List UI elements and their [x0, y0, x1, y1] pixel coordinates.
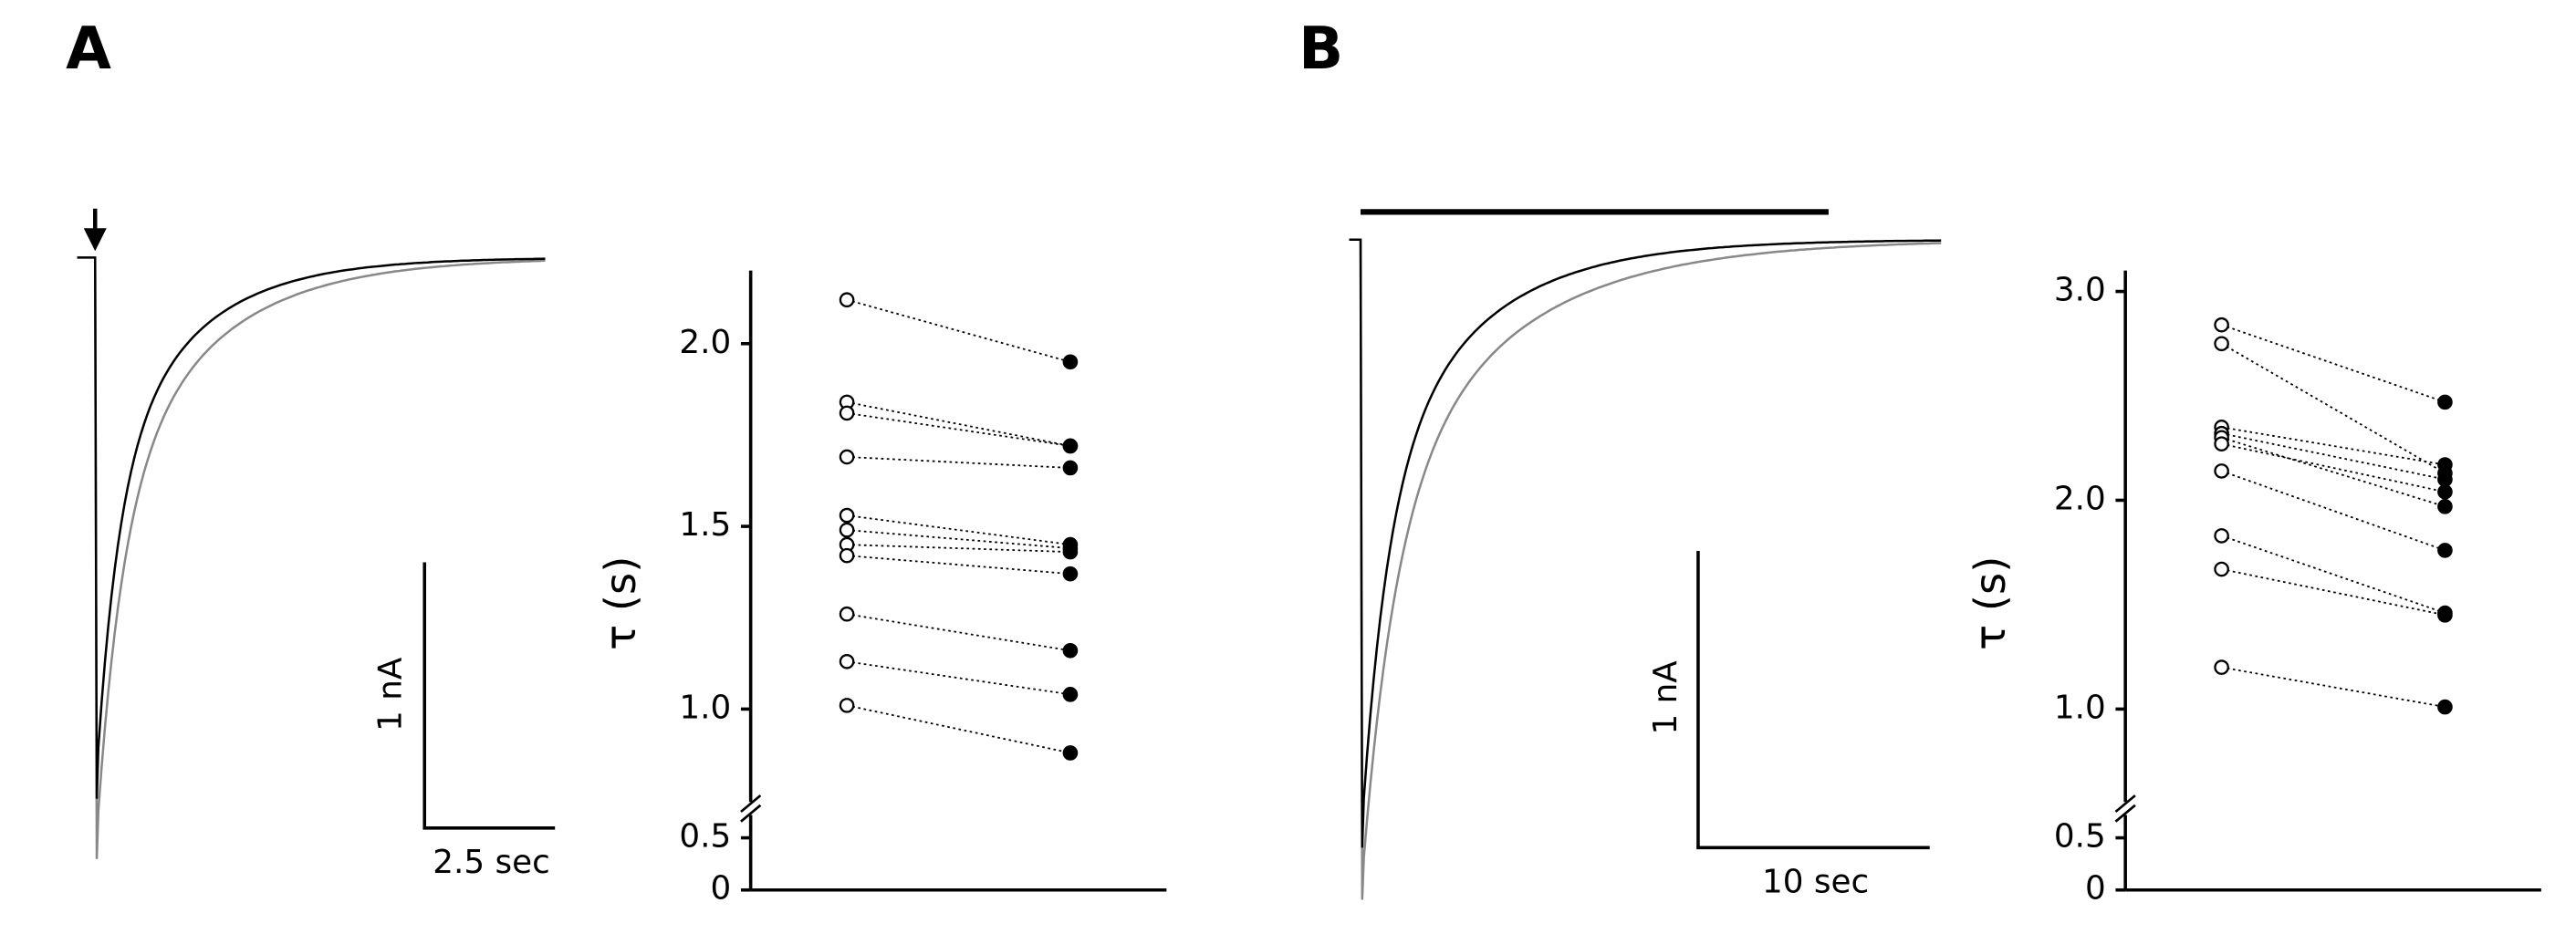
- scale-bar-x-label: 10 sec: [1762, 864, 1869, 901]
- background: [16, 0, 2560, 934]
- data-point: [2437, 472, 2453, 487]
- data-point: [2214, 528, 2229, 544]
- data-point: [1062, 745, 1079, 761]
- pair-line: [2221, 666, 2446, 708]
- panel-label: A: [66, 15, 111, 83]
- y-tick-label: 1.0: [2054, 689, 2106, 726]
- data-point: [1062, 438, 1079, 454]
- y-axis-label: τ (s): [596, 556, 645, 650]
- data-point: [1062, 687, 1079, 702]
- data-point: [2437, 607, 2453, 623]
- data-point: [839, 606, 855, 622]
- axis-break: [2114, 804, 2136, 823]
- data-point: [839, 547, 855, 564]
- pair-line: [2221, 436, 2446, 508]
- axis-break: [740, 794, 762, 813]
- data-point: [2214, 659, 2229, 675]
- data-point: [839, 449, 855, 465]
- current-trace: [1349, 238, 1942, 848]
- data-point: [2437, 394, 2453, 410]
- y-tick-label: 0.5: [679, 818, 731, 856]
- axis-break: [2114, 794, 2136, 813]
- pair-line: [846, 400, 1071, 447]
- axis-break: [740, 804, 762, 823]
- scale-bar-y-label: 1 nA: [1647, 660, 1684, 735]
- data-point: [2214, 436, 2229, 451]
- data-point: [2214, 336, 2229, 352]
- data-point: [2214, 317, 2229, 333]
- scale-bar: [422, 562, 556, 830]
- scale-bar-x-label: 2.5 sec: [433, 844, 549, 881]
- data-point: [1062, 460, 1079, 476]
- pair-line: [2221, 568, 2446, 617]
- stimulus-arrow-head: [83, 228, 107, 252]
- y-axis-label: τ (s): [1966, 556, 2015, 650]
- y-tick-label: 1.5: [679, 506, 731, 544]
- pair-line: [846, 298, 1071, 363]
- data-point: [1062, 544, 1079, 560]
- data-point: [839, 698, 855, 713]
- y-tick-label: 0: [2085, 870, 2106, 908]
- data-point: [1062, 642, 1079, 659]
- data-point: [1062, 354, 1079, 370]
- data-point: [839, 292, 855, 308]
- data-point: [1062, 566, 1079, 582]
- data-point: [839, 522, 855, 538]
- data-point: [2214, 561, 2229, 577]
- data-point: [839, 405, 855, 421]
- pair-line: [846, 613, 1071, 652]
- pair-line: [2221, 442, 2446, 493]
- y-tick-label: 0: [710, 870, 731, 908]
- y-tick-label: 3.0: [2054, 272, 2106, 309]
- scale-bar-y-label: 1 nA: [371, 657, 409, 732]
- y-tick-label: 0.5: [2054, 818, 2106, 856]
- data-point: [839, 507, 855, 524]
- data-point: [839, 653, 855, 669]
- data-point: [2214, 463, 2229, 479]
- current-trace: [77, 256, 546, 859]
- axis-break-gap: [740, 802, 761, 815]
- y-tick-label: 2.0: [2054, 480, 2106, 517]
- pair-line: [846, 704, 1071, 754]
- data-point: [2437, 543, 2453, 558]
- current-trace: [1349, 238, 1942, 900]
- scale-bar: [1696, 551, 1930, 850]
- data-point: [2437, 499, 2453, 514]
- data-point: [2437, 699, 2453, 715]
- y-tick-label: 1.0: [679, 689, 731, 726]
- current-trace: [77, 256, 546, 799]
- axis-break-gap: [2115, 802, 2135, 815]
- y-tick-label: 2.0: [679, 324, 731, 361]
- pair-line: [2221, 426, 2446, 466]
- data-point: [2437, 457, 2453, 472]
- data-point: [2437, 483, 2453, 500]
- panel-label: B: [1298, 15, 1343, 83]
- pair-line: [2221, 432, 2446, 481]
